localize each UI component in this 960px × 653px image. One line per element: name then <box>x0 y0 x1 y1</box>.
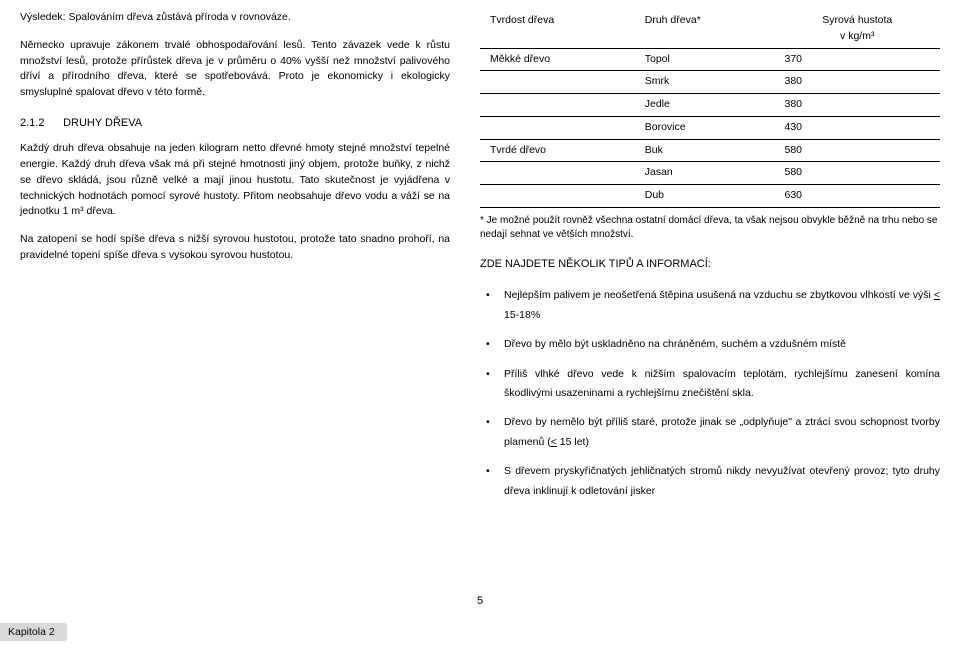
table-row: Jedle380 <box>480 94 940 117</box>
tips-item: S dřevem pryskyřičnatých jehličnatých st… <box>480 462 940 501</box>
table-cell-kind: Buk <box>635 139 775 162</box>
page-number: 5 <box>477 595 483 607</box>
paragraph: Na zatopení se hodí spíše dřeva s nižší … <box>20 232 450 264</box>
tips-list: Nejlepším palivem je neošetřená štěpina … <box>480 286 940 501</box>
chapter-tab: Kapitola 2 <box>0 623 67 641</box>
table-cell-hardness: Tvrdé dřevo <box>480 139 635 162</box>
section-number: 2.1.2 <box>20 115 60 132</box>
table-cell-hardness <box>480 185 635 208</box>
table-row: Borovice430 <box>480 116 940 139</box>
table-cell-density: 380 <box>774 71 940 94</box>
paragraph: Německo upravuje zákonem trvalé obhospod… <box>20 38 450 101</box>
table-cell-kind: Smrk <box>635 71 775 94</box>
table-cell-hardness <box>480 71 635 94</box>
table-footnote: * Je možné použít rovněž všechna ostatní… <box>480 214 940 242</box>
paragraph: Každý druh dřeva obsahuje na jeden kilog… <box>20 141 450 220</box>
paragraph: Výsledek: Spalováním dřeva zůstává příro… <box>20 10 450 26</box>
tips-item: Nejlepším palivem je neošetřená štěpina … <box>480 286 940 325</box>
table-cell-density: 370 <box>774 48 940 71</box>
tips-item: Příliš vlhké dřevo vede k nižším spalova… <box>480 365 940 404</box>
table-cell-density: 380 <box>774 94 940 117</box>
table-row: Jasan580 <box>480 162 940 185</box>
tips-item: Dřevo by nemělo být příliš staré, protož… <box>480 413 940 452</box>
section-title-text: DRUHY DŘEVA <box>63 117 142 129</box>
table-cell-kind: Borovice <box>635 116 775 139</box>
left-column: Výsledek: Spalováním dřeva zůstává příro… <box>20 10 450 511</box>
table-cell-kind: Jedle <box>635 94 775 117</box>
table-row: Dub630 <box>480 185 940 208</box>
table-header: Syrová hustotav kg/m³ <box>774 10 940 48</box>
table-cell-density: 630 <box>774 185 940 208</box>
table-row: Tvrdé dřevoBuk580 <box>480 139 940 162</box>
table-header: Druh dřeva* <box>635 10 775 48</box>
table-row: Smrk380 <box>480 71 940 94</box>
section-heading: 2.1.2 DRUHY DŘEVA <box>20 115 450 132</box>
tips-heading: ZDE NAJDETE NĚKOLIK TIPŮ A INFORMACÍ: <box>480 256 940 273</box>
table-cell-density: 430 <box>774 116 940 139</box>
table-row: Měkké dřevoTopol370 <box>480 48 940 71</box>
table-cell-hardness: Měkké dřevo <box>480 48 635 71</box>
table-cell-kind: Topol <box>635 48 775 71</box>
wood-density-table: Tvrdost dřeva Druh dřeva* Syrová hustota… <box>480 10 940 208</box>
table-cell-density: 580 <box>774 139 940 162</box>
table-cell-hardness <box>480 94 635 117</box>
table-cell-hardness <box>480 162 635 185</box>
table-header: Tvrdost dřeva <box>480 10 635 48</box>
table-cell-kind: Jasan <box>635 162 775 185</box>
table-cell-hardness <box>480 116 635 139</box>
tips-item: Dřevo by mělo být uskladněno na chráněné… <box>480 335 940 354</box>
table-cell-density: 580 <box>774 162 940 185</box>
right-column: Tvrdost dřeva Druh dřeva* Syrová hustota… <box>480 10 940 511</box>
table-cell-kind: Dub <box>635 185 775 208</box>
